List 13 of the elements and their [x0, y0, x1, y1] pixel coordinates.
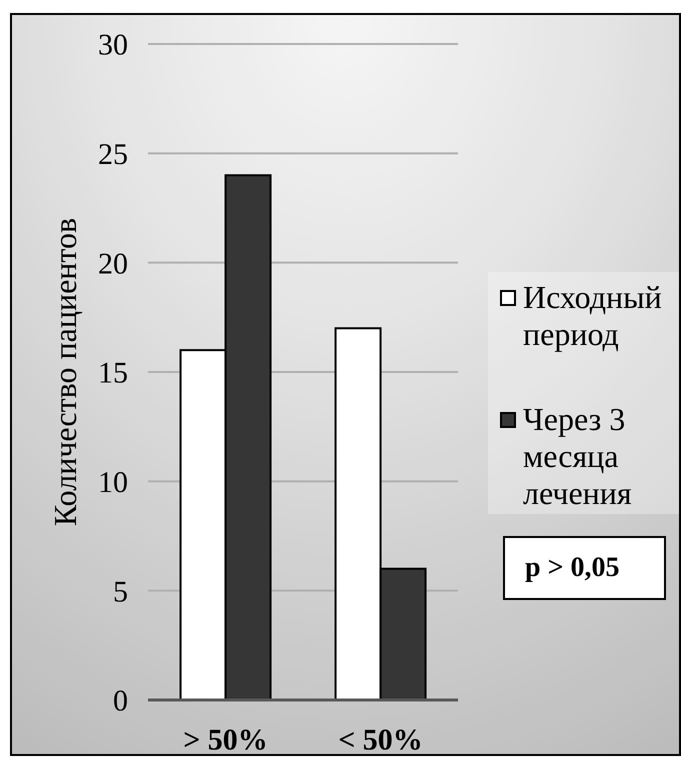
legend-label: Через 3 месяца лечения [523, 401, 633, 512]
x-tick-label: < 50% [338, 723, 423, 756]
y-tick-label: 10 [98, 466, 128, 499]
text: p > 0,05 [503, 536, 666, 600]
y-tick-label: 30 [98, 28, 128, 62]
y-axis-title: Количество пациентов [47, 218, 83, 526]
legend-label: Исходный период [523, 279, 663, 353]
y-tick-label: 0 [113, 684, 128, 718]
x-tick-label: > 50% [183, 723, 268, 756]
y-tick-label: 15 [98, 356, 128, 390]
y-tick-label: 25 [98, 138, 128, 171]
y-tick-label: 20 [98, 247, 128, 280]
y-tick-label: 5 [113, 575, 128, 608]
